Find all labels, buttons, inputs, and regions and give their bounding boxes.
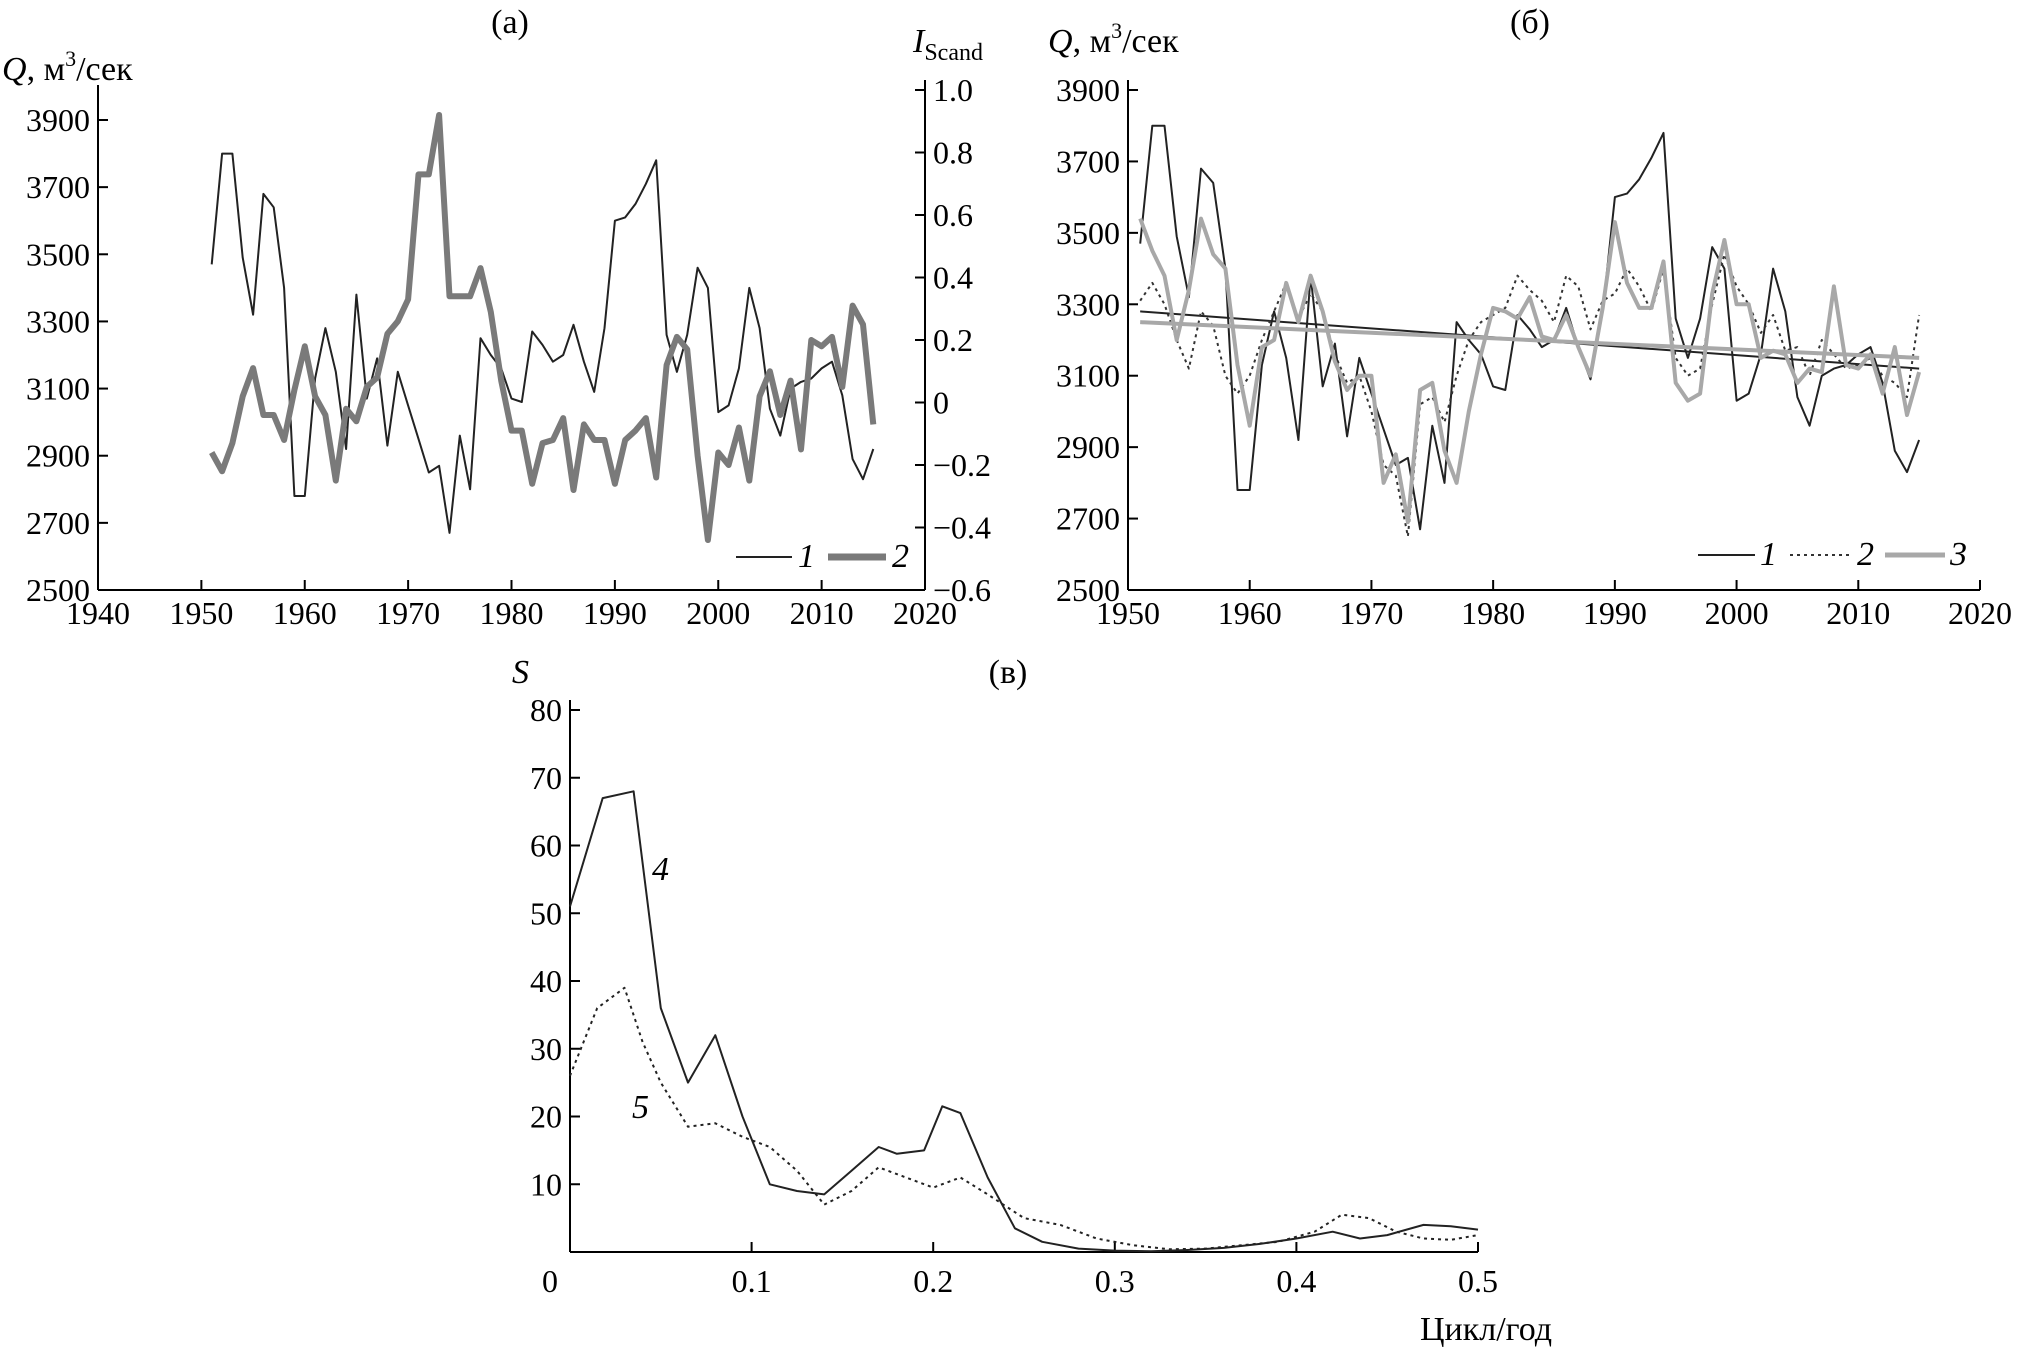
panel-c-series [569, 790, 1479, 1253]
panel-a-yright-tick: −0.6 [933, 572, 991, 608]
panel-b-series-2-line [1139, 253, 1921, 538]
panel-b-y-tick: 3500 [1056, 215, 1120, 251]
panel-c: (в) S Цикл/год 0 0.1 0.2 0.3 0.4 0.5 10 20 30 40 5… [512, 654, 1552, 1348]
panel-a-yright-tick: 1.0 [933, 72, 973, 108]
panel-c-x-tick: 0.5 [1458, 1263, 1498, 1299]
panel-a-yleft-tick: 3100 [26, 371, 90, 407]
panel-c-y-tick: 50 [530, 895, 562, 931]
panel-c-x-tick: 0 [542, 1263, 558, 1299]
panel-a-yleft-tick: 3300 [26, 303, 90, 339]
panel-a-yright-tick: 0.2 [933, 322, 973, 358]
panel-b-y-tick: 2900 [1056, 429, 1120, 465]
panel-b-x-tick: 1970 [1339, 595, 1403, 631]
panel-b-y-tick: 2500 [1056, 572, 1120, 608]
panel-c-x-tick: 0.1 [732, 1263, 772, 1299]
panel-a-yleft-tick: 3700 [26, 169, 90, 205]
panel-b-y-tick: 2700 [1056, 501, 1120, 537]
panel-b-series-3-trend [1140, 320, 1920, 360]
panel-a-series [209, 112, 877, 543]
panel-a-ylabel-right: IScand [912, 23, 983, 66]
panel-c-x-tick: 0.2 [913, 1263, 953, 1299]
panel-a-ylabel-left: Q, м3/сек [2, 46, 133, 88]
legend-b2-label: 2 [1857, 536, 1874, 573]
panel-c-label: (в) [989, 654, 1028, 691]
legend-1-label: 1 [798, 538, 815, 575]
panel-a-x-tick: 1940 [66, 595, 130, 631]
panel-a-yleft-tick: 2500 [26, 572, 90, 608]
panel-c-axes: 0 0.1 0.2 0.3 0.4 0.5 10 20 30 40 50 60 70 80 [530, 692, 1498, 1299]
panel-c-series-5-line [569, 986, 1479, 1251]
panel-b-x-tick: 2020 [1948, 595, 2012, 631]
curve-label-5: 5 [632, 1089, 649, 1126]
panel-b-series [1138, 124, 1922, 538]
panel-c-series-4-line [569, 790, 1479, 1253]
panel-c-xlabel: Цикл/год [1420, 1311, 1552, 1348]
panel-a-yleft-tick: 3500 [26, 236, 90, 272]
panel-b-x-tick: 1990 [1583, 595, 1647, 631]
panel-a-yright-tick: 0.6 [933, 197, 973, 233]
panel-a: (а) Q, м3/сек IScand 1940 1950 1960 1970 198… [2, 4, 991, 631]
panel-c-y-tick: 10 [530, 1166, 562, 1202]
panel-c-y-tick: 20 [530, 1099, 562, 1135]
panel-a-yright-tick: 0.4 [933, 260, 973, 296]
panel-a-x-tick: 1960 [273, 595, 337, 631]
panel-b-y-tick: 3700 [1056, 143, 1120, 179]
curve-label-4: 4 [652, 851, 669, 888]
panel-c-y-tick: 40 [530, 963, 562, 999]
panel-a-series-2-line [209, 112, 877, 543]
panel-b-series-3-line [1138, 216, 1922, 525]
panel-c-y-tick: 70 [530, 760, 562, 796]
panel-a-x-tick: 1990 [583, 595, 647, 631]
panel-a-yleft-tick: 3900 [26, 102, 90, 138]
panel-a-label: (а) [491, 4, 529, 41]
panel-b-label: (б) [1510, 4, 1550, 41]
panel-b: (б) Q, м3/сек 1950 1960 1970 1980 1990 2000 20… [1048, 4, 2012, 631]
panel-c-x-tick: 0.3 [1095, 1263, 1135, 1299]
panel-b-y-tick: 3100 [1056, 358, 1120, 394]
panel-a-x-tick: 2020 [893, 595, 957, 631]
panel-b-x-tick: 1980 [1461, 595, 1525, 631]
panel-a-legend: 1 2 [736, 538, 909, 575]
panel-c-y-tick: 60 [530, 828, 562, 864]
panel-a-x-tick: 2000 [686, 595, 750, 631]
legend-b1-label: 1 [1760, 536, 1777, 573]
panel-a-x-tick: 2010 [790, 595, 854, 631]
panel-b-x-tick: 1950 [1096, 595, 1160, 631]
panel-c-y-tick: 30 [530, 1031, 562, 1067]
panel-a-x-tick: 1970 [376, 595, 440, 631]
panel-c-y-tick: 80 [530, 692, 562, 728]
panel-a-x-tick: 1950 [169, 595, 233, 631]
legend-2-label: 2 [892, 538, 909, 575]
panel-b-ylabel: Q, м3/сек [1048, 18, 1179, 60]
panel-b-y-tick: 3900 [1056, 72, 1120, 108]
panel-a-series-1-line [210, 152, 875, 534]
panel-a-axes: 1940 1950 1960 1970 1980 1990 2000 2010 2020 2500… [26, 72, 991, 631]
panel-a-yright-tick: 0.8 [933, 135, 973, 171]
panel-a-x-tick: 1980 [480, 595, 544, 631]
panel-b-x-tick: 1960 [1218, 595, 1282, 631]
panel-b-axes: 1950 1960 1970 1980 1990 2000 2010 2020 2500 2700… [1056, 72, 2012, 631]
panel-a-yleft-tick: 2900 [26, 438, 90, 474]
panel-c-x-tick: 0.4 [1276, 1263, 1316, 1299]
panel-a-yleft-tick: 2700 [26, 505, 90, 541]
panel-b-legend: 1 2 3 [1698, 536, 1967, 573]
panel-a-yright-tick: −0.4 [933, 510, 991, 546]
panel-b-y-tick: 3300 [1056, 286, 1120, 322]
panel-a-yright-tick: −0.2 [933, 447, 991, 483]
panel-b-x-tick: 2000 [1705, 595, 1769, 631]
panel-c-ylabel: S [512, 654, 529, 691]
legend-b3-label: 3 [1949, 536, 1967, 573]
panel-a-yright-tick: 0 [933, 385, 949, 421]
panel-b-x-tick: 2010 [1826, 595, 1890, 631]
